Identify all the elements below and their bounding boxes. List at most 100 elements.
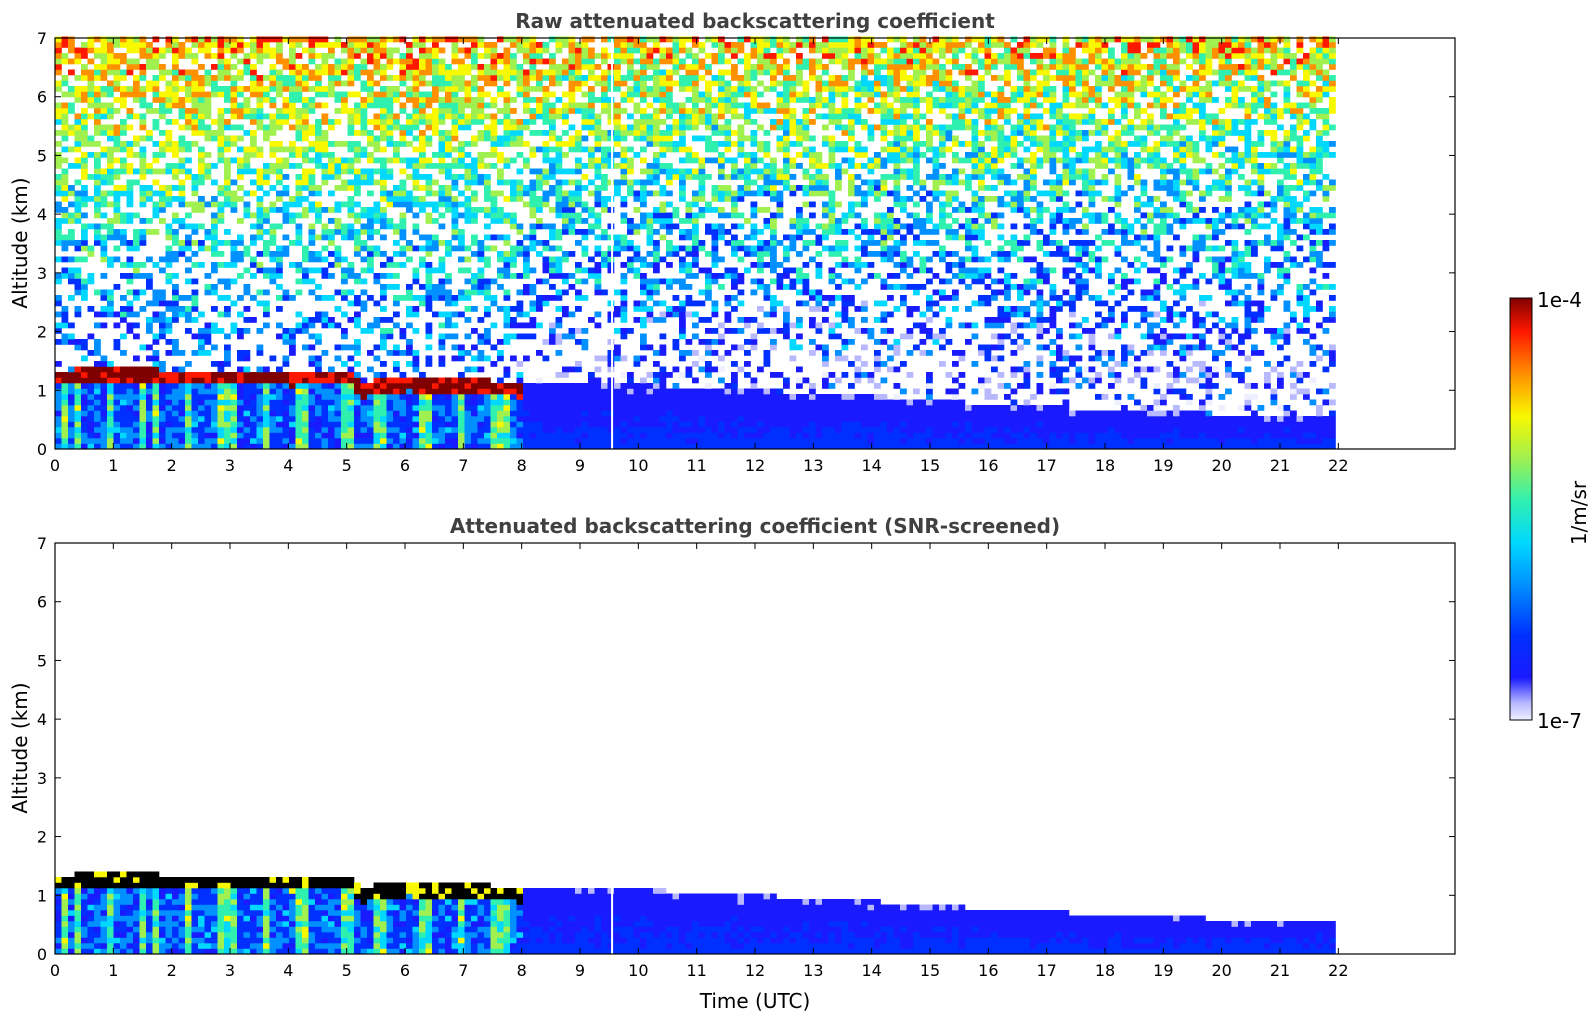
heatmap-cell [61, 108, 69, 114]
heatmap-cell [523, 284, 530, 290]
heatmap-cell [471, 421, 478, 428]
heatmap-cell [620, 146, 628, 153]
heatmap-cell [55, 179, 62, 186]
heatmap-cell [347, 108, 355, 114]
heatmap-cell [516, 75, 524, 81]
heatmap-cell [718, 86, 725, 92]
heatmap-cell [250, 113, 257, 120]
heatmap-cell [692, 333, 699, 340]
heatmap-cell [568, 229, 576, 235]
heatmap-cell [393, 185, 400, 191]
heatmap-cell [276, 141, 283, 147]
heatmap-cell [646, 317, 654, 323]
heatmap-cell [100, 53, 108, 59]
heatmap-cell [640, 333, 647, 340]
heatmap-cell [672, 432, 680, 439]
heatmap-cell [61, 130, 69, 136]
heatmap-cell [74, 311, 82, 318]
heatmap-cell [698, 185, 706, 191]
heatmap-cell [204, 245, 212, 252]
heatmap-cell [315, 372, 322, 378]
heatmap-cell [74, 284, 82, 290]
heatmap-cell [380, 130, 387, 136]
heatmap-cell [289, 201, 296, 208]
heatmap-cell [211, 179, 218, 186]
heatmap-cell [165, 443, 173, 450]
heatmap-cell [399, 223, 407, 230]
heatmap-cell [100, 355, 108, 362]
heatmap-cell [250, 146, 257, 153]
heatmap-cell [152, 80, 160, 87]
heatmap-cell [503, 234, 511, 241]
heatmap-cell [386, 75, 394, 81]
heatmap-cell [523, 119, 530, 125]
heatmap-cell [81, 295, 88, 301]
heatmap-cell [269, 53, 277, 59]
heatmap-cell [575, 399, 582, 406]
heatmap-cell [211, 36, 218, 43]
heatmap-cell [640, 256, 647, 263]
heatmap-cell [679, 388, 686, 395]
heatmap-cell [640, 399, 647, 406]
heatmap-cell [139, 405, 147, 411]
heatmap-cell [178, 157, 186, 164]
heatmap-cell [341, 157, 348, 164]
heatmap-cell [217, 361, 225, 367]
heatmap-cell [165, 256, 173, 263]
heatmap-cell [555, 80, 563, 87]
heatmap-cell [633, 190, 641, 197]
heatmap-cell [289, 124, 296, 131]
heatmap-cell [672, 64, 680, 70]
heatmap-cell [406, 201, 413, 208]
heatmap-cell [282, 97, 290, 103]
heatmap-cell [328, 295, 335, 301]
heatmap-cell [308, 410, 316, 417]
heatmap-cell [529, 234, 537, 241]
heatmap-cell [497, 86, 504, 92]
heatmap-cell [295, 185, 303, 191]
heatmap-cell [159, 130, 166, 136]
heatmap-cell [607, 394, 615, 400]
heatmap-cell [614, 328, 621, 334]
heatmap-cell [133, 333, 140, 340]
heatmap-cell [536, 405, 543, 411]
heatmap-cell [575, 306, 582, 312]
heatmap-cell [679, 322, 686, 329]
heatmap-cell [659, 69, 667, 76]
heatmap-cell [568, 146, 576, 153]
heatmap-cell [243, 190, 251, 197]
heatmap-cell [172, 350, 179, 356]
heatmap-cell [185, 240, 192, 246]
heatmap-cell [386, 421, 394, 428]
heatmap-cell [464, 53, 472, 59]
heatmap-cell [705, 207, 712, 213]
heatmap-cell [100, 322, 108, 329]
heatmap-cell [230, 108, 238, 114]
heatmap-cell [464, 443, 472, 450]
heatmap-cell [464, 69, 472, 76]
heatmap-cell [380, 212, 387, 219]
heatmap-cell [523, 388, 530, 395]
heatmap-cell [679, 64, 686, 70]
heatmap-cell [594, 284, 602, 290]
heatmap-cell [61, 168, 69, 175]
heatmap-cell [614, 388, 621, 395]
heatmap-cell [276, 190, 283, 197]
heatmap-cell [523, 443, 530, 450]
heatmap-cell [633, 130, 641, 136]
heatmap-cell [490, 300, 498, 307]
heatmap-cell [152, 97, 160, 103]
heatmap-cell [607, 234, 615, 241]
heatmap-cell [542, 388, 550, 395]
heatmap-cell [653, 218, 660, 224]
heatmap-cell [510, 405, 517, 411]
heatmap-cell [276, 333, 283, 340]
heatmap-cell [380, 388, 387, 395]
heatmap-cell [711, 97, 719, 103]
heatmap-cell [646, 168, 654, 175]
heatmap-cell [692, 234, 699, 241]
heatmap-cell [406, 421, 413, 428]
heatmap-cell [633, 416, 641, 422]
heatmap-cell [380, 372, 387, 378]
heatmap-cell [360, 267, 368, 274]
